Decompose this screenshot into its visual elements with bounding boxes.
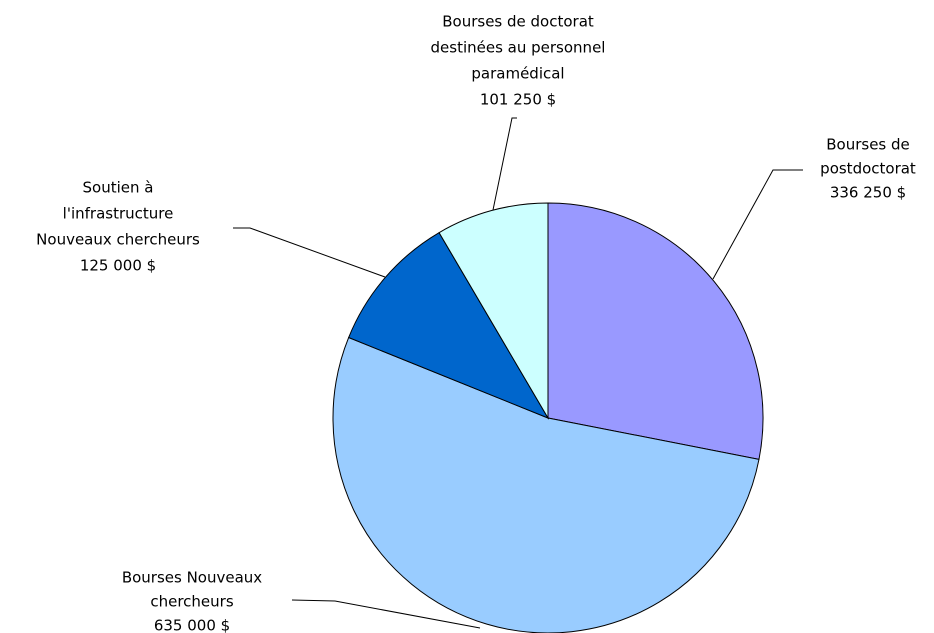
slice-label: Soutien à: [83, 179, 154, 197]
pie-slice: [438, 202, 549, 420]
leader-line: [712, 169, 803, 280]
slice-label: l'infrastructure: [63, 205, 174, 223]
slice-label: Nouveaux chercheurs: [36, 231, 200, 249]
slice-label: Bourses de: [826, 136, 910, 154]
leader-line: [291, 599, 481, 629]
leader-line: [492, 117, 517, 211]
slice-label: Bourses Nouveaux: [122, 569, 262, 587]
value-label: 101 250 $: [480, 91, 556, 109]
pie-slice: [547, 202, 764, 460]
value-label: 635 000 $: [154, 617, 230, 633]
pie-slice: [347, 231, 550, 420]
value-label: 336 250 $: [830, 184, 906, 202]
value-label: 125 000 $: [80, 257, 156, 275]
pie-slice: [332, 336, 760, 633]
leader-line: [233, 227, 386, 278]
slice-label: destinées au personnel: [431, 39, 606, 57]
slice-label: postdoctorat: [820, 160, 916, 178]
slice-label: Bourses de doctorat: [442, 13, 594, 31]
slice-label: paramédical: [471, 65, 564, 83]
slice-label: chercheurs: [150, 593, 233, 611]
